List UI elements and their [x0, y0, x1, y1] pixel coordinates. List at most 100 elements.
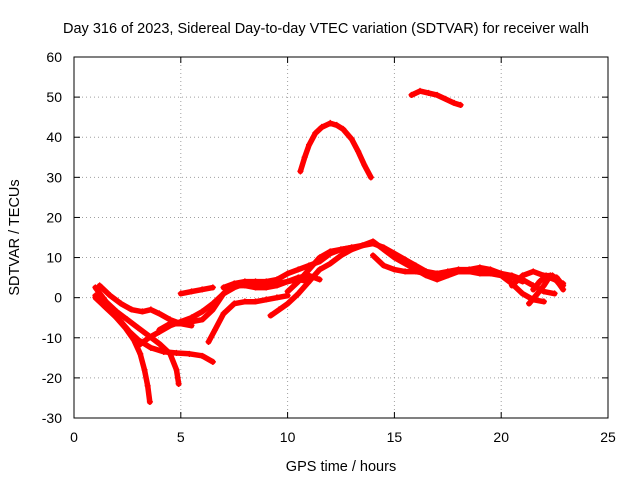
data-point: +: [156, 337, 163, 351]
data-point: +: [519, 287, 526, 301]
data-point: +: [273, 279, 280, 293]
data-point: +: [457, 98, 464, 112]
data-point: +: [408, 88, 415, 102]
data-point: +: [199, 313, 206, 327]
data-point: +: [103, 295, 110, 309]
data-point: +: [209, 281, 216, 295]
data-point: +: [417, 84, 424, 98]
data-point: +: [173, 363, 180, 377]
series-arc-h: ++++ + + + + +: [205, 289, 291, 349]
data-point: +: [273, 291, 280, 305]
x-tick-label: 10: [280, 429, 296, 445]
data-point: +: [188, 319, 195, 333]
data-point: +: [252, 275, 259, 289]
data-point: +: [147, 303, 154, 317]
data-point: +: [295, 263, 302, 277]
data-point: +: [263, 281, 270, 295]
data-point: +: [146, 395, 153, 409]
data-point: +: [199, 283, 206, 297]
data-point: +: [135, 339, 142, 353]
data-point: +: [536, 275, 543, 289]
data-point: +: [370, 235, 377, 249]
data-point: +: [519, 273, 526, 287]
data-point: +: [92, 291, 99, 305]
data-point: +: [412, 259, 419, 273]
data-point: +: [177, 317, 184, 331]
data-point: +: [380, 259, 387, 273]
data-point: +: [252, 295, 259, 309]
data-point: +: [209, 355, 216, 369]
data-point: +: [147, 341, 154, 355]
data-point: +: [295, 287, 302, 301]
data-point: +: [402, 257, 409, 271]
data-point: +: [107, 289, 114, 303]
data-point: +: [327, 245, 334, 259]
data-point: +: [186, 347, 193, 361]
data-point: +: [391, 263, 398, 277]
data-point: +: [135, 321, 142, 335]
data-point: +: [126, 325, 133, 339]
data-point: +: [508, 269, 515, 283]
data-point: +: [188, 311, 195, 325]
data-point: +: [276, 303, 283, 317]
grid-lines: [74, 57, 608, 418]
data-point: +: [124, 313, 131, 327]
series-arc-o: ++ + +++: [530, 269, 567, 297]
data-point: +: [284, 297, 291, 311]
data-point: +: [284, 267, 291, 281]
data-point: +: [327, 257, 334, 271]
data-point: +: [312, 126, 319, 140]
data-point: +: [434, 273, 441, 287]
data-point: +: [348, 241, 355, 255]
data-point: +: [252, 281, 259, 295]
data-point: +: [267, 309, 274, 323]
data-point: +: [519, 269, 526, 283]
y-tick-label: 0: [54, 290, 62, 306]
data-point: +: [167, 313, 174, 327]
data-point: +: [220, 307, 227, 321]
data-point: +: [209, 303, 216, 317]
data-point: +: [337, 243, 344, 257]
data-point: +: [167, 317, 174, 331]
x-tick-label: 15: [387, 429, 403, 445]
data-point: +: [316, 263, 323, 277]
data-point: +: [231, 297, 238, 311]
data-point: +: [284, 285, 291, 299]
data-point: +: [145, 331, 152, 345]
data-point: +: [540, 295, 547, 309]
data-point: +: [188, 285, 195, 299]
chart-title: Day 316 of 2023, Sidereal Day-to-day VTE…: [63, 21, 589, 37]
data-point: +: [220, 287, 227, 301]
series-line: [178, 284, 216, 297]
data-point: +: [117, 297, 124, 311]
data-point: +: [137, 347, 144, 361]
data-point: +: [220, 281, 227, 295]
data-point: +: [175, 377, 182, 391]
data-point: +: [487, 265, 494, 279]
data-point: +: [434, 269, 441, 283]
data-point: +: [135, 333, 142, 347]
data-point: +: [444, 267, 451, 281]
data-point: +: [301, 150, 308, 164]
data-point: +: [412, 265, 419, 279]
series-arc-c: ++++++ + + + + +: [92, 291, 216, 369]
data-point: +: [402, 265, 409, 279]
data-point: +: [284, 275, 291, 289]
data-series: +++++++++++++++++++++++++ + + + + ++++ + + + + + + +…: [92, 84, 567, 409]
data-point: +: [534, 287, 541, 301]
data-point: +: [92, 281, 99, 295]
series-line: [408, 88, 464, 108]
series-line: [267, 240, 526, 319]
data-point: +: [391, 247, 398, 261]
data-point: +: [105, 303, 112, 317]
data-point: +: [391, 251, 398, 265]
data-point: +: [337, 249, 344, 263]
data-point: +: [451, 96, 458, 110]
data-point: +: [442, 92, 449, 106]
data-point: +: [355, 144, 362, 158]
y-tick-label: 30: [46, 169, 62, 185]
data-point: +: [177, 287, 184, 301]
y-tick-label: 20: [46, 209, 62, 225]
data-point: +: [423, 267, 430, 281]
data-point: +: [305, 269, 312, 283]
